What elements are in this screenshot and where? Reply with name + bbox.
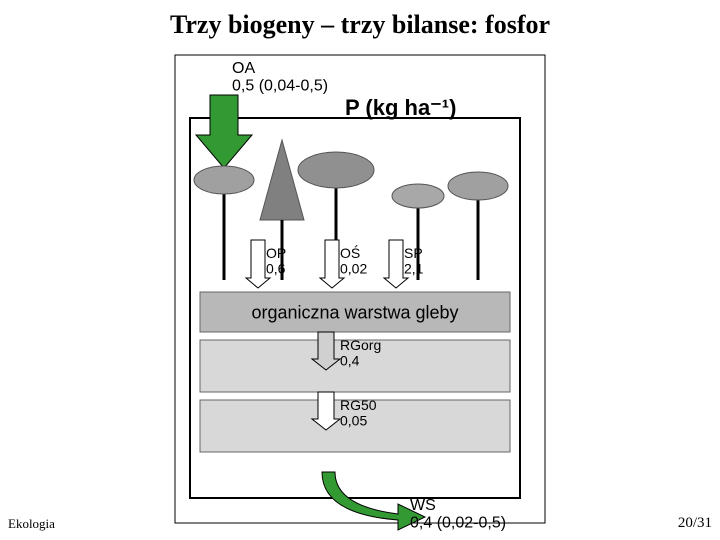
svg-text:0,02: 0,02 xyxy=(340,260,367,276)
svg-text:P (kg ha⁻¹): P (kg ha⁻¹) xyxy=(345,95,456,120)
svg-text:RGorg: RGorg xyxy=(340,337,381,353)
page-number: 20/31 xyxy=(678,515,712,532)
svg-text:SP: SP xyxy=(404,245,423,261)
svg-text:0,4: 0,4 xyxy=(340,352,360,368)
svg-text:organiczna warstwa gleby: organiczna warstwa gleby xyxy=(251,302,458,322)
svg-text:OP: OP xyxy=(266,245,286,261)
footer-left: Ekologia xyxy=(8,516,55,532)
svg-text:RG50: RG50 xyxy=(340,397,377,413)
svg-text:0,6: 0,6 xyxy=(266,260,286,276)
svg-text:0,4 (0,02-0,5): 0,4 (0,02-0,5) xyxy=(410,515,506,532)
svg-text:OA: OA xyxy=(232,60,255,77)
diagram-svg: P (kg ha⁻¹) OA0,5 (0,04-0,5) organiczna wa… xyxy=(0,0,720,540)
svg-text:OŚ: OŚ xyxy=(340,244,360,261)
svg-text:0,05: 0,05 xyxy=(340,412,367,428)
svg-text:0,5 (0,04-0,5): 0,5 (0,04-0,5) xyxy=(232,78,328,95)
svg-text:2,1: 2,1 xyxy=(404,260,424,276)
svg-text:WS: WS xyxy=(410,497,436,514)
